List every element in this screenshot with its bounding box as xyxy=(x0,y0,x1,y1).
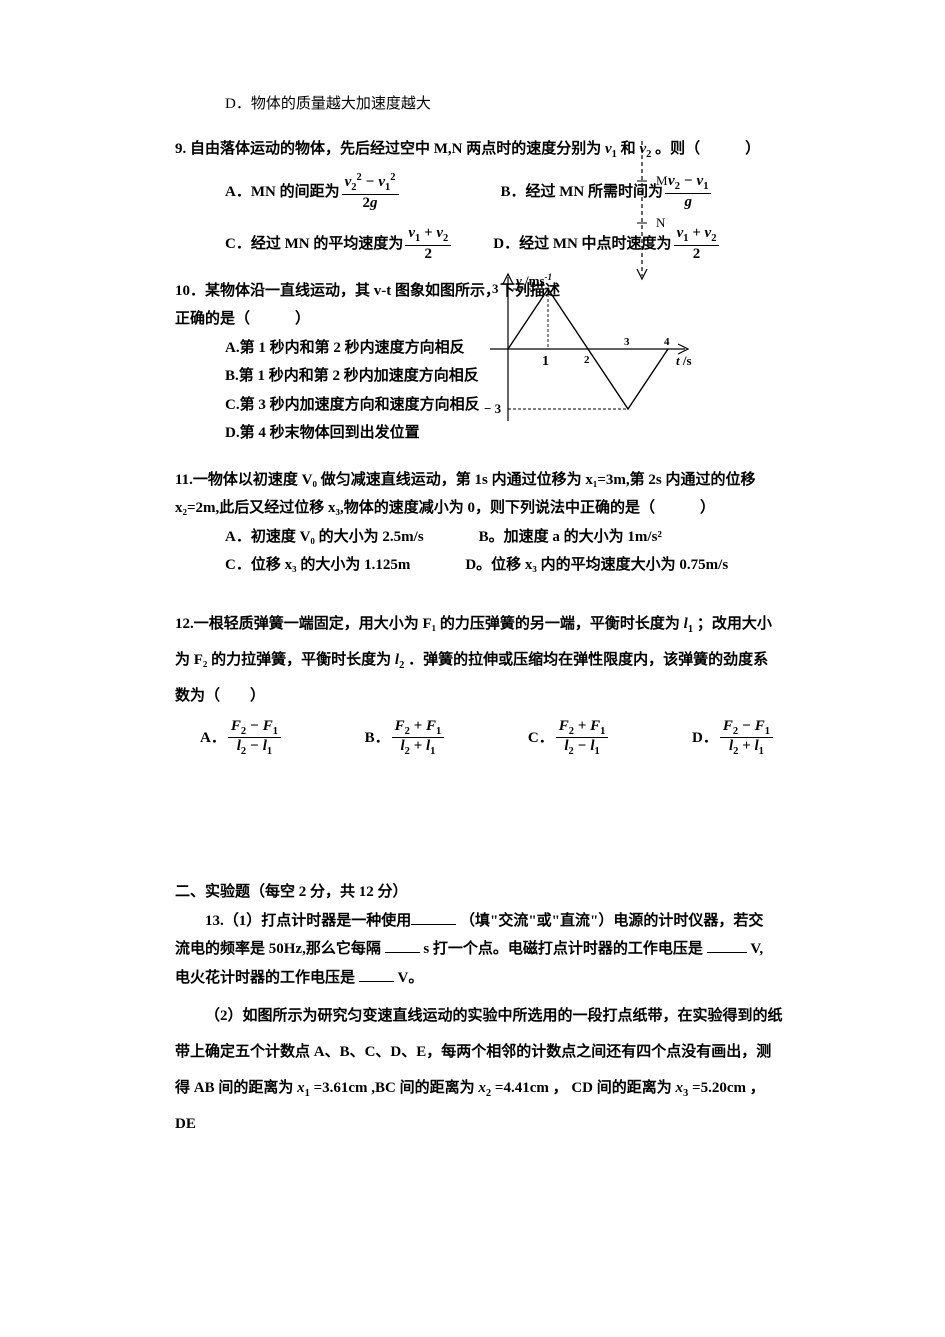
q13-1-line2: 流电的频率是 50Hz,那么它每隔 s 打一个点。电磁打点计时器的工作电压是 V… xyxy=(175,935,785,964)
q9-stem-1: 9. 自由落体运动的物体，先后经过空中 M,N 两点时的速度分别为 xyxy=(175,141,601,157)
q13-1-e: V, xyxy=(750,941,763,957)
q13-2-a: （2）如图所示为研究匀变速直线运动的实验中所选用的一段打点纸带，在实验得到的纸 xyxy=(205,1008,783,1024)
q10-chart: v /ms-1 t /s 3 − 3 1 2 3 4 xyxy=(480,271,695,431)
q9-d-frac: v1 + v2 2 xyxy=(674,225,720,262)
q10-y-label: v /ms-1 xyxy=(516,272,552,288)
q12-d-label: D． xyxy=(692,726,718,750)
q10-ytick-neg3: − 3 xyxy=(484,401,502,416)
q10: v /ms-1 t /s 3 − 3 1 2 3 4 10．某物体沿一直线运动，… xyxy=(175,277,785,448)
q9-diagram-n-label: N xyxy=(656,215,666,230)
q12-c-frac: F2 + F1 l2 − l1 xyxy=(556,718,609,758)
q11-option-a: A．初速度 V₀ 的大小为 2.5m/s xyxy=(225,523,424,552)
q13-1-b: （填"交流"或"直流"）电源的计时仪器，若交 xyxy=(460,913,763,929)
q9-option-d: D．经过 MN 中点时速度为 v1 + v2 2 xyxy=(493,225,721,262)
q10-ytick-3: 3 xyxy=(492,281,499,296)
q11-option-b: B。加速度 a 的大小为 1m/s² xyxy=(479,523,662,552)
section2-title: 二、实验题（每空 2 分，共 12 分） xyxy=(175,878,785,907)
q12-option-d: D． F2 − F1 l2 + l1 xyxy=(692,718,775,758)
q13-2-line2: 带上确定五个计数点 A、B、C、D、E，每两个相邻的计数点之间还有四个点没有画出… xyxy=(175,1034,785,1070)
q13-1-c: 流电的频率是 50Hz,那么它每隔 xyxy=(175,941,381,957)
q13-2-b: 带上确定五个计数点 A、B、C、D、E，每两个相邻的计数点之间还有四个点没有画出… xyxy=(175,1044,771,1060)
q13-x2: x2 xyxy=(478,1080,491,1096)
q13-1-line3: 电火花计时器的工作电压是 V。 xyxy=(175,964,785,993)
q13-2-line3: 得 AB 间的距离为 x1 =3.61cm ,BC 间的距离为 x2 =4.41… xyxy=(175,1070,785,1142)
q8-option-d: D．物体的质量越大加速度越大 xyxy=(225,90,785,119)
q12-l2: l2 xyxy=(395,652,404,668)
q12-stem-p5: 数为（ ） xyxy=(175,688,265,704)
q9-option-b: B．经过 MN 所需时间为 v2 − v1 g xyxy=(501,172,714,211)
q9-options-row1: A．MN 的间距为 v22 − v12 2g B．经过 MN 所需时间为 v2 … xyxy=(225,172,785,211)
q13-2-line1: （2）如图所示为研究匀变速直线运动的实验中所选用的一段打点纸带，在实验得到的纸 xyxy=(175,998,785,1034)
q9-a-label: A．MN 的间距为 xyxy=(225,178,340,207)
q13-1-line1: 13.（1）打点计时器是一种使用 （填"交流"或"直流"）电源的计时仪器，若交 xyxy=(175,907,785,936)
q9-stem: 9. 自由落体运动的物体，先后经过空中 M,N 两点时的速度分别为 v1 和 v… xyxy=(175,135,785,165)
q9-a-frac: v22 − v12 2g xyxy=(342,172,399,211)
q11-stem-2: x₂=2m,此后又经过位移 x₃,物体的速度减小为 0，则下列说法中正确的是（ … xyxy=(175,494,785,523)
q13-2-c-c: =4.41cm ， CD 间的距离为 xyxy=(495,1080,672,1096)
q10-xtick-2: 2 xyxy=(584,354,590,366)
q13-1-d: s 打一个点。电磁打点计时器的工作电压是 xyxy=(423,941,703,957)
q11-option-d: D。位移 x₃ 内的平均速度大小为 0.75m/s xyxy=(465,551,728,580)
q8-option-d-text: D．物体的质量越大加速度越大 xyxy=(225,96,431,112)
q10-x-label: t /s xyxy=(676,353,692,368)
q9-stem-v1: v1 xyxy=(605,141,617,157)
blank-1 xyxy=(411,909,456,925)
q9-option-a: A．MN 的间距为 v22 − v12 2g xyxy=(225,172,401,211)
blank-4 xyxy=(359,966,394,982)
q13-1-a: 13.（1）打点计时器是一种使用 xyxy=(205,913,411,929)
q12-stem-p4: ．弹簧的拉伸或压缩均在弹性限度内，该弹簧的劲度系 xyxy=(408,652,768,668)
blank-3 xyxy=(707,937,747,953)
q13-1-f: 电火花计时器的工作电压是 xyxy=(175,970,355,986)
q12-option-a: A． F2 − F1 l2 − l1 xyxy=(200,718,283,758)
q10-xtick-4: 4 xyxy=(664,336,670,348)
q11: 11.一物体以初速度 V₀ 做匀减速直线运动，第 1s 内通过位移为 x₁=3m… xyxy=(175,466,785,580)
q13-x1: x1 xyxy=(297,1080,310,1096)
q12-l1: l1 xyxy=(684,616,693,632)
blank-2 xyxy=(385,937,420,953)
q12-options: A． F2 − F1 l2 − l1 B． F2 + F1 l2 + l1 C．… xyxy=(200,718,775,758)
q9: M N 9. 自由落体运动的物体，先后经过空中 M,N 两点时的速度分别为 v1… xyxy=(175,135,785,263)
q12-stem-line1: 12.一根轻质弹簧一端固定，用大小为 F₁ 的力压弹簧的另一端，平衡时长度为 l… xyxy=(175,606,785,642)
q13-1-g: V。 xyxy=(398,970,424,986)
q11-options-row1: A．初速度 V₀ 的大小为 2.5m/s B。加速度 a 的大小为 1m/s² xyxy=(225,523,785,552)
q12: 12.一根轻质弹簧一端固定，用大小为 F₁ 的力压弹簧的另一端，平衡时长度为 l… xyxy=(175,606,785,758)
q12-stem-p2: ；改用大小 xyxy=(697,616,772,632)
q9-diagram-m-label: M xyxy=(656,173,668,188)
q12-option-c: C． F2 + F1 l2 − l1 xyxy=(528,718,610,758)
q12-d-frac: F2 − F1 l2 + l1 xyxy=(720,718,773,758)
q11-stem-1: 11.一物体以初速度 V₀ 做匀减速直线运动，第 1s 内通过位移为 x₁=3m… xyxy=(175,466,785,495)
q9-diagram: M N xyxy=(630,141,680,291)
q12-option-b: B． F2 + F1 l2 + l1 xyxy=(365,718,447,758)
q9-c-frac: v1 + v2 2 xyxy=(405,225,451,262)
q12-stem-p1: 12.一根轻质弹簧一端固定，用大小为 F₁ 的力压弹簧的另一端，平衡时长度为 xyxy=(175,616,680,632)
q12-a-frac: F2 − F1 l2 − l1 xyxy=(228,718,281,758)
q12-stem-p3: 为 F₂ 的力拉弹簧，平衡时长度为 xyxy=(175,652,391,668)
q12-b-frac: F2 + F1 l2 + l1 xyxy=(392,718,445,758)
q9-option-c: C．经过 MN 的平均速度为 v1 + v2 2 xyxy=(225,225,453,262)
q12-b-label: B． xyxy=(365,726,390,750)
q12-c-label: C． xyxy=(528,726,554,750)
q12-a-label: A． xyxy=(200,726,226,750)
q13-x3: x3 xyxy=(676,1080,689,1096)
q9-c-label: C．经过 MN 的平均速度为 xyxy=(225,230,403,259)
page: D．物体的质量越大加速度越大 M N 9. 自由落体运动的物体，先后经过空中 M… xyxy=(0,0,945,1337)
q12-stem-line2: 为 F₂ 的力拉弹簧，平衡时长度为 l2 ．弹簧的拉伸或压缩均在弹性限度内，该弹… xyxy=(175,642,785,678)
q11-option-c: C．位移 x₃ 的大小为 1.125m xyxy=(225,551,410,580)
q9-options-row2: C．经过 MN 的平均速度为 v1 + v2 2 D．经过 MN 中点时速度为 … xyxy=(225,225,785,262)
q11-options-row2: C．位移 x₃ 的大小为 1.125m D。位移 x₃ 内的平均速度大小为 0.… xyxy=(225,551,785,580)
q13-2-c-b: =3.61cm ,BC 间的距离为 xyxy=(314,1080,475,1096)
q12-stem-line3: 数为（ ） xyxy=(175,678,785,714)
q10-xtick-3: 3 xyxy=(624,336,630,348)
q10-xtick-1: 1 xyxy=(542,354,549,369)
q13-2-c-a: 得 AB 间的距离为 xyxy=(175,1080,293,1096)
